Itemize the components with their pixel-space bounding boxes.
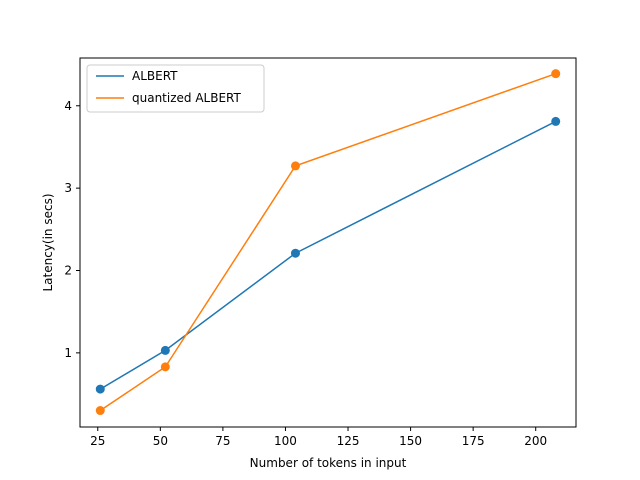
y-tick-label: 2 (64, 264, 72, 278)
y-axis-label: Latency(in secs) (41, 193, 55, 291)
plot-area (95, 69, 561, 416)
x-tick-label: 200 (524, 434, 547, 448)
x-tick-label: 100 (274, 434, 297, 448)
albert-data-point (160, 345, 170, 355)
albert-series-line (99, 120, 557, 390)
y-tick-label: 3 (64, 181, 72, 195)
albert-data-point (290, 248, 300, 258)
legend-label: ALBERT (132, 69, 178, 83)
y-axis-ticks: 1 2 3 4 (64, 99, 80, 360)
x-tick-label: 50 (153, 434, 168, 448)
albert-data-point (551, 116, 561, 126)
legend: ALBERT quantized ALBERT (86, 64, 265, 113)
quantized-albert-data-point (160, 362, 170, 372)
legend-box (86, 64, 265, 113)
albert-data-point (95, 384, 105, 394)
x-tick-label: 125 (337, 434, 360, 448)
y-tick-label: 1 (64, 346, 72, 360)
plot-frame (79, 57, 577, 428)
quantized-albert-data-point (95, 406, 105, 416)
quantized-albert-data-point (551, 69, 561, 79)
x-tick-label: 25 (90, 434, 105, 448)
x-tick-label: 175 (462, 434, 485, 448)
x-tick-label: 75 (215, 434, 230, 448)
x-axis-label: Number of tokens in input (250, 456, 407, 470)
y-tick-label: 4 (64, 99, 72, 113)
x-axis-ticks: 25 50 75 100 125 150 175 200 (90, 427, 547, 448)
quantized-albert-series-line (99, 72, 556, 412)
x-tick-label: 150 (399, 434, 422, 448)
quantized-albert-data-point (290, 161, 300, 171)
legend-label: quantized ALBERT (132, 91, 242, 105)
